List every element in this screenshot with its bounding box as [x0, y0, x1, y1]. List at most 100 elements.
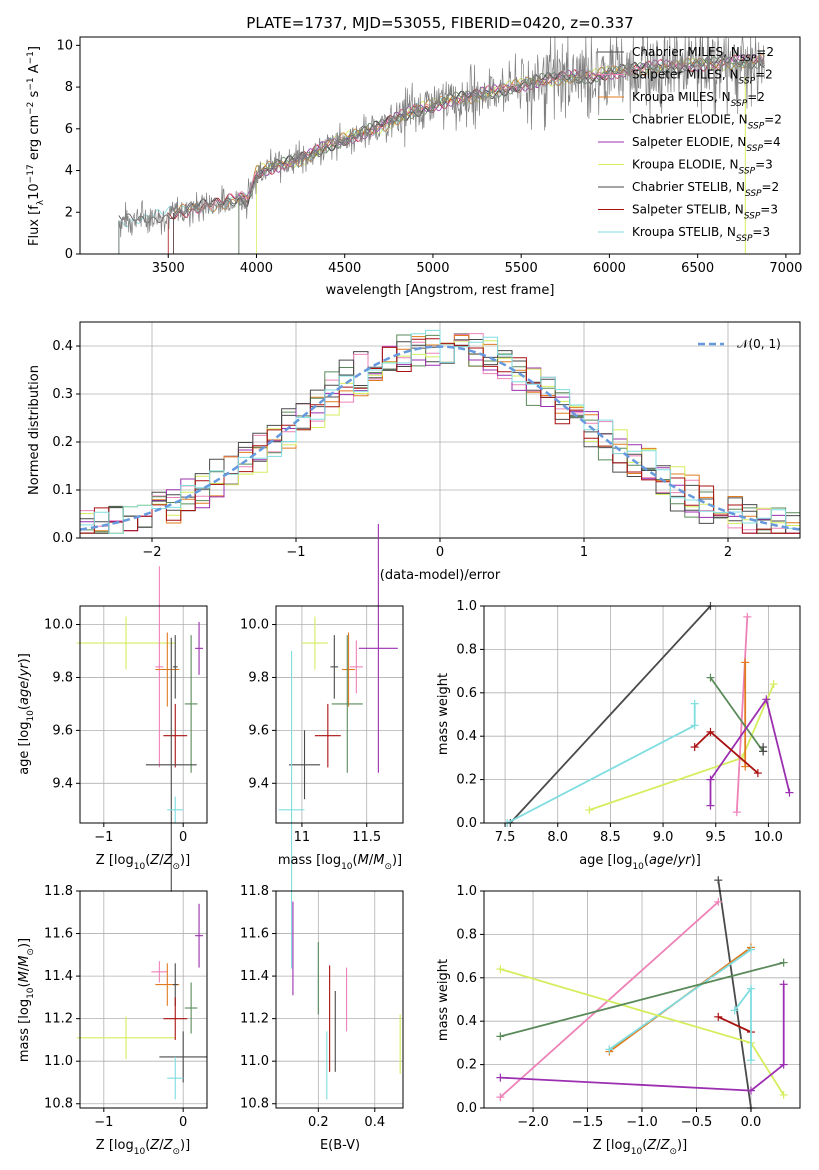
massweight-vs-z-panel: −2.0 −1.5 −1.0 −0.5 0.0 0.0 0.2 0.4 0.6 0.8 1.0 Z […: [436, 876, 801, 1157]
legend-label: Kroupa STELIB, NSSP=3: [632, 225, 770, 244]
x-axis-label: E(B-V): [320, 1138, 360, 1153]
x-tick-label: 6500: [681, 261, 714, 276]
y-tick-label: 10.8: [240, 1097, 269, 1112]
y-tick-label: 0.6: [456, 971, 477, 986]
y-axis-label: mass weight: [436, 673, 451, 755]
mass-weight-line-salpeter_miles: [499, 901, 719, 1098]
x-tick-label: 2: [724, 545, 732, 560]
y-tick-label: 10.0: [240, 618, 269, 633]
x-tick-label: 8.5: [600, 830, 621, 845]
y-tick-label: 0.4: [456, 1014, 477, 1029]
x-axis-label: Z [log10(Z/Z⊙)]: [96, 853, 190, 872]
axes-frame: [79, 890, 208, 1109]
hist-series-salpeter_elodie: [80, 339, 800, 534]
age-vs-z-panel: −1 0 9.4 9.6 9.8 10.0 Z [log10(Z/Z⊙)] age [log1…: [17, 566, 208, 892]
y-tick-label: 11.4: [44, 969, 73, 984]
y-tick-label: 9.8: [52, 670, 73, 685]
x-tick-label: 0.4: [364, 1115, 385, 1130]
x-tick-label: 4500: [328, 261, 361, 276]
histogram-panel: −2 −1 0 1 2 0.0 0.1 0.2 0.3 0.4 𝒩(0, 1) (data-model…: [27, 321, 801, 583]
hist-series-kroupa_stelib: [80, 329, 800, 534]
y-axis-label: Flux [fλ10−17 erg cm−2 s−1 A−1]: [26, 46, 46, 246]
y-tick-label: 0: [65, 247, 73, 262]
x-tick-label: 5000: [416, 261, 449, 276]
mass-weight-line-salpeter_miles: [735, 616, 749, 813]
y-tick-label: 0.6: [456, 686, 477, 701]
x-tick-label: 8.0: [547, 830, 568, 845]
age-vs-mass-panel: 11 11.5 9.4 9.6 9.8 10.0 mass [log10(M/M⊙)]: [240, 523, 404, 969]
x-tick-label: 4000: [240, 261, 273, 276]
legend-label: Chabrier ELODIE, NSSP=2: [632, 113, 782, 132]
x-tick-label: −1.0: [626, 1115, 658, 1130]
legend-label: Salpeter ELODIE, NSSP=4: [632, 135, 781, 154]
x-tick-label: −2: [142, 545, 161, 560]
mass-weight-line-chabrier_elodie: [709, 677, 764, 752]
y-tick-label: 0.2: [52, 435, 73, 450]
x-tick-label: 0.0: [741, 1115, 762, 1130]
y-tick-label: 9.6: [52, 723, 73, 738]
y-axis-label: mass weight: [436, 959, 451, 1041]
y-tick-label: 1.0: [456, 884, 477, 899]
y-tick-label: 1.0: [456, 599, 477, 614]
model-spectrum-salpeter_miles: [173, 54, 765, 218]
y-tick-label: 11.8: [240, 884, 269, 899]
y-tick-label: 11.0: [240, 1054, 269, 1069]
x-tick-label: 9.5: [705, 830, 726, 845]
gaussian-curve: [79, 345, 801, 531]
y-tick-label: 11.8: [44, 884, 73, 899]
x-axis-label: (data-model)/error: [380, 568, 501, 583]
x-tick-label: −1: [94, 830, 113, 845]
y-tick-label: 9.4: [248, 776, 269, 791]
y-tick-label: 0.3: [52, 387, 73, 402]
y-tick-label: 0.2: [456, 773, 477, 788]
x-tick-label: −0.5: [681, 1115, 713, 1130]
x-tick-label: −1: [286, 545, 305, 560]
mass-weight-line-salpeter_elodie: [500, 984, 785, 1092]
x-tick-label: 3500: [152, 261, 185, 276]
y-axis-label: age [log10(age/yr)]: [17, 653, 36, 775]
y-tick-label: 0.8: [456, 927, 477, 942]
y-tick-label: 10.0: [44, 618, 73, 633]
x-tick-label: 9.0: [653, 830, 674, 845]
y-tick-label: 0.1: [52, 483, 73, 498]
spectrum-panel: 3500 4000 4500 5000 5500 6000 6500 7000 0 2 4 6 8 10 C…: [26, 36, 802, 298]
x-axis-label: Z [log10(Z/Z⊙)]: [96, 1138, 190, 1157]
x-axis-label: Z [log10(Z/Z⊙)]: [593, 1138, 687, 1157]
legend-label: Chabrier MILES, NSSP=2: [632, 45, 774, 64]
y-tick-label: 8: [65, 80, 73, 95]
mass-weight-line-kroupa_stelib: [608, 948, 752, 1051]
x-tick-label: −2.0: [517, 1115, 549, 1130]
x-tick-label: 5500: [505, 261, 538, 276]
mass-weight-line-salpeter_stelib: [717, 1016, 752, 1033]
mass-weight-line-chabrier_miles: [717, 879, 752, 1109]
y-axis-label: mass [log10(M/M⊙)]: [17, 938, 36, 1062]
legend-label: Salpeter MILES, NSSP=2: [632, 68, 773, 87]
data-spectrum: [118, 36, 765, 238]
y-tick-label: 0.4: [52, 339, 73, 354]
y-tick-label: 0.4: [456, 729, 477, 744]
y-tick-label: 11.4: [240, 969, 269, 984]
y-tick-label: 9.4: [52, 776, 73, 791]
x-tick-label: 0: [436, 545, 444, 560]
x-tick-label: 1: [580, 545, 588, 560]
axes-frame: [275, 605, 404, 824]
y-tick-label: 10.8: [44, 1097, 73, 1112]
y-tick-label: 9.8: [248, 670, 269, 685]
y-tick-label: 4: [65, 164, 73, 179]
legend-label: Kroupa MILES, NSSP=2: [632, 90, 765, 109]
y-axis-label: Normed distribution: [27, 365, 42, 495]
figure-title: PLATE=1737, MJD=53055, FIBERID=0420, z=0…: [246, 14, 633, 32]
y-tick-label: 11.0: [44, 1054, 73, 1069]
x-tick-label: 0: [179, 1115, 187, 1130]
x-tick-label: 10.0: [754, 830, 783, 845]
y-tick-label: 11.2: [240, 1012, 269, 1027]
axes-frame: [275, 890, 404, 1109]
axes-frame: [79, 605, 208, 824]
x-axis-label: wavelength [Angstrom, rest frame]: [326, 283, 555, 298]
axes-frame: [483, 605, 801, 824]
x-tick-label: 0.2: [308, 1115, 329, 1130]
x-axis-label: mass [log10(M/M⊙)]: [278, 853, 402, 872]
y-tick-label: 9.6: [248, 723, 269, 738]
x-tick-label: 6000: [593, 261, 626, 276]
